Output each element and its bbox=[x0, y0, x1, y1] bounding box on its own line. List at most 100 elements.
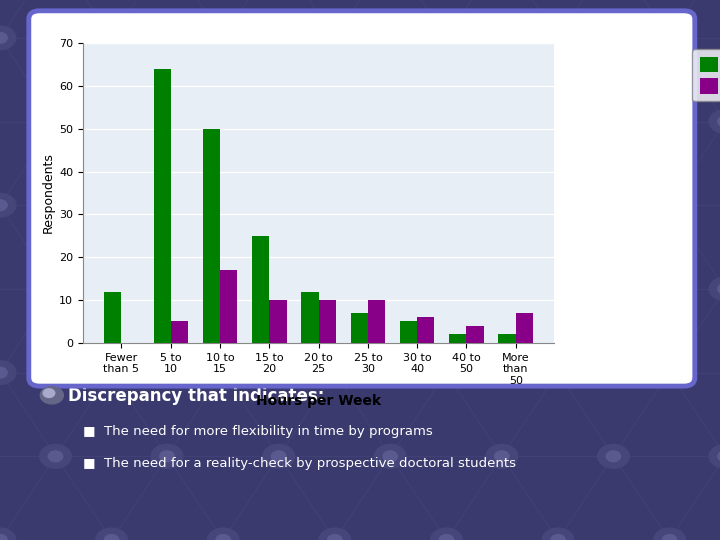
Circle shape bbox=[709, 277, 720, 301]
Circle shape bbox=[207, 528, 239, 540]
Circle shape bbox=[606, 451, 621, 462]
Circle shape bbox=[160, 116, 174, 127]
Circle shape bbox=[216, 200, 230, 211]
Circle shape bbox=[551, 535, 565, 540]
Circle shape bbox=[542, 26, 574, 50]
Circle shape bbox=[151, 110, 183, 133]
Circle shape bbox=[431, 193, 462, 217]
Circle shape bbox=[542, 361, 574, 384]
Bar bbox=[417, 317, 434, 343]
Text: ■  The need for a reality-check by prospective doctoral students: ■ The need for a reality-check by prospe… bbox=[83, 457, 516, 470]
Circle shape bbox=[328, 535, 342, 540]
Circle shape bbox=[40, 277, 71, 301]
Circle shape bbox=[383, 284, 397, 294]
Circle shape bbox=[48, 284, 63, 294]
Circle shape bbox=[0, 200, 7, 211]
Circle shape bbox=[263, 444, 294, 468]
Circle shape bbox=[383, 451, 397, 462]
Circle shape bbox=[207, 26, 239, 50]
Circle shape bbox=[271, 116, 286, 127]
Circle shape bbox=[662, 200, 677, 211]
Circle shape bbox=[718, 451, 720, 462]
Circle shape bbox=[495, 116, 509, 127]
Bar bbox=[467, 326, 484, 343]
Circle shape bbox=[495, 284, 509, 294]
Circle shape bbox=[216, 535, 230, 540]
Circle shape bbox=[151, 444, 183, 468]
Circle shape bbox=[551, 367, 565, 378]
Circle shape bbox=[718, 116, 720, 127]
Circle shape bbox=[104, 367, 119, 378]
Bar bbox=[400, 321, 417, 343]
Circle shape bbox=[40, 444, 71, 468]
Circle shape bbox=[0, 528, 16, 540]
Circle shape bbox=[319, 361, 351, 384]
Circle shape bbox=[598, 110, 629, 133]
Circle shape bbox=[104, 535, 119, 540]
Circle shape bbox=[96, 361, 127, 384]
Circle shape bbox=[319, 193, 351, 217]
Circle shape bbox=[662, 367, 677, 378]
Bar bbox=[449, 334, 467, 343]
Bar bbox=[498, 334, 516, 343]
Circle shape bbox=[0, 367, 7, 378]
Circle shape bbox=[0, 26, 16, 50]
Circle shape bbox=[431, 361, 462, 384]
Circle shape bbox=[542, 193, 574, 217]
Circle shape bbox=[207, 361, 239, 384]
Circle shape bbox=[319, 528, 351, 540]
Circle shape bbox=[40, 110, 71, 133]
Circle shape bbox=[654, 193, 685, 217]
Circle shape bbox=[606, 284, 621, 294]
Circle shape bbox=[654, 26, 685, 50]
Circle shape bbox=[542, 528, 574, 540]
Circle shape bbox=[263, 277, 294, 301]
Circle shape bbox=[709, 110, 720, 133]
Circle shape bbox=[0, 32, 7, 43]
Circle shape bbox=[271, 451, 286, 462]
Circle shape bbox=[495, 451, 509, 462]
Bar bbox=[318, 300, 336, 343]
Bar bbox=[252, 236, 269, 343]
Circle shape bbox=[486, 444, 518, 468]
Circle shape bbox=[383, 116, 397, 127]
Circle shape bbox=[551, 200, 565, 211]
Circle shape bbox=[662, 535, 677, 540]
Circle shape bbox=[439, 367, 454, 378]
Circle shape bbox=[104, 200, 119, 211]
Circle shape bbox=[654, 361, 685, 384]
Circle shape bbox=[207, 193, 239, 217]
Circle shape bbox=[160, 284, 174, 294]
Circle shape bbox=[709, 444, 720, 468]
Bar bbox=[368, 300, 385, 343]
Circle shape bbox=[374, 277, 406, 301]
Bar bbox=[220, 270, 238, 343]
Circle shape bbox=[151, 277, 183, 301]
Circle shape bbox=[431, 26, 462, 50]
Circle shape bbox=[0, 361, 16, 384]
Text: ■  The need for more flexibility in time by programs: ■ The need for more flexibility in time … bbox=[83, 424, 433, 438]
Circle shape bbox=[598, 277, 629, 301]
Circle shape bbox=[104, 32, 119, 43]
Circle shape bbox=[328, 367, 342, 378]
Circle shape bbox=[328, 32, 342, 43]
Circle shape bbox=[486, 110, 518, 133]
Circle shape bbox=[439, 200, 454, 211]
Circle shape bbox=[48, 116, 63, 127]
Text: Discrepancy that indicates:: Discrepancy that indicates: bbox=[68, 387, 325, 404]
Bar bbox=[171, 321, 188, 343]
Bar bbox=[104, 292, 122, 343]
Circle shape bbox=[439, 32, 454, 43]
Bar bbox=[516, 313, 533, 343]
Circle shape bbox=[216, 367, 230, 378]
Circle shape bbox=[662, 32, 677, 43]
Bar bbox=[203, 129, 220, 343]
Circle shape bbox=[96, 193, 127, 217]
Circle shape bbox=[160, 451, 174, 462]
Circle shape bbox=[48, 451, 63, 462]
Circle shape bbox=[439, 535, 454, 540]
Circle shape bbox=[551, 32, 565, 43]
Circle shape bbox=[374, 444, 406, 468]
Legend: ND, DOC: ND, DOC bbox=[692, 50, 720, 101]
Circle shape bbox=[216, 32, 230, 43]
